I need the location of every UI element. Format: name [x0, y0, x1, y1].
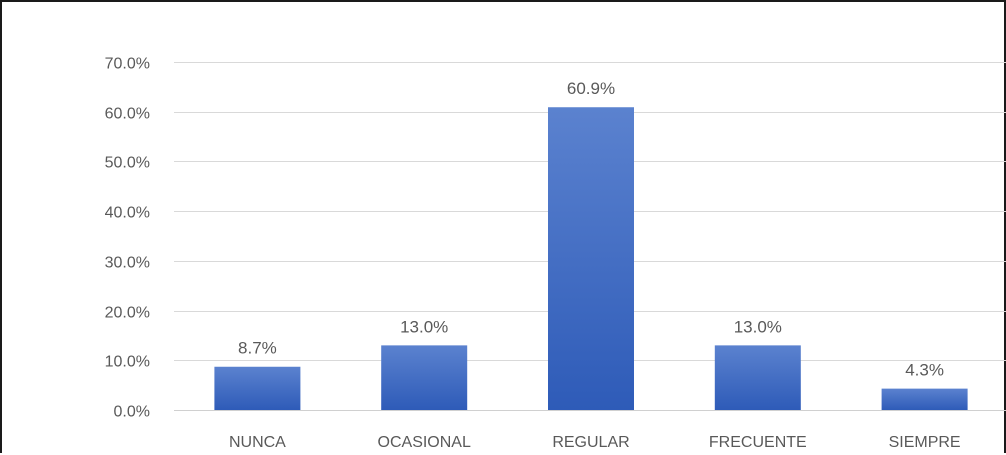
y-tick-label: 10.0% [105, 354, 150, 371]
y-tick-label: 60.0% [105, 106, 150, 123]
data-label-ocasional: 13.0% [400, 317, 448, 336]
y-tick-label: 20.0% [105, 305, 150, 322]
bar-ocasional [381, 345, 467, 410]
bar-regular [548, 107, 634, 410]
y-tick-label: 40.0% [105, 205, 150, 222]
data-label-regular: 60.9% [567, 79, 615, 98]
y-tick-label: 50.0% [105, 155, 150, 172]
y-tick-label: 0.0% [114, 404, 150, 421]
category-label-regular: REGULAR [552, 434, 629, 451]
category-label-ocasional: OCASIONAL [378, 434, 471, 451]
category-label-nunca: NUNCA [229, 434, 286, 451]
category-label-siempre: SIEMPRE [889, 434, 961, 451]
bar-siempre [882, 389, 968, 410]
data-label-siempre: 4.3% [905, 361, 944, 380]
bar-nunca [214, 367, 300, 410]
y-tick-label: 70.0% [105, 56, 150, 73]
y-axis-tick-labels: 0.0% 10.0% 20.0% 30.0% 40.0% 50.0% 60.0% 70.0% [105, 56, 150, 421]
x-axis-category-labels: NUNCA OCASIONAL REGULAR FRECUENTE SIEMPRE [229, 434, 961, 451]
y-tick-label: 30.0% [105, 255, 150, 272]
category-label-frecuente: FRECUENTE [709, 434, 807, 451]
bars [214, 107, 967, 410]
data-label-frecuente: 13.0% [734, 317, 782, 336]
data-label-nunca: 8.7% [238, 339, 277, 358]
bar-frecuente [715, 345, 801, 410]
